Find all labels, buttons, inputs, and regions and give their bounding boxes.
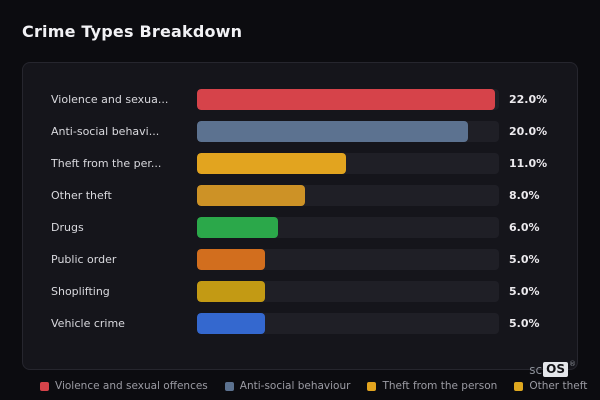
category-label: Violence and sexua... — [51, 93, 169, 106]
category-label: Vehicle crime — [51, 317, 125, 330]
bar-public-order[interactable] — [197, 249, 265, 270]
bar-track — [197, 249, 499, 270]
value-label: 5.0% — [509, 317, 540, 330]
legend-label: Violence and sexual offences — [55, 380, 208, 392]
bar-track — [197, 217, 499, 238]
value-label: 22.0% — [509, 93, 548, 106]
watermark-prefix: sc — [529, 362, 543, 377]
bar-chart: Violence and sexua... 22.0% Anti-social … — [51, 89, 561, 334]
category-label: Public order — [51, 253, 117, 266]
registered-mark: ® — [569, 360, 576, 368]
legend-item-other-theft[interactable]: Other theft — [514, 380, 587, 392]
value-label: 5.0% — [509, 253, 540, 266]
bar-row: Vehicle crime 5.0% — [51, 313, 561, 334]
watermark-os-badge: OS — [543, 362, 568, 377]
bar-row: Theft from the per... 11.0% — [51, 153, 561, 174]
bar-track — [197, 121, 499, 142]
bar-other-theft[interactable] — [197, 185, 306, 206]
legend-item-theft-person[interactable]: Theft from the person — [367, 380, 497, 392]
legend-swatch-icon — [40, 381, 49, 391]
value-label: 8.0% — [509, 189, 540, 202]
bar-track — [197, 313, 499, 334]
bar-drugs[interactable] — [197, 217, 279, 238]
value-label: 5.0% — [509, 285, 540, 298]
bar-row: Drugs 6.0% — [51, 217, 561, 238]
bar-track — [197, 281, 499, 302]
bar-track — [197, 89, 499, 110]
legend-label: Other theft — [529, 380, 588, 392]
bar-track — [197, 185, 499, 206]
bar-shoplifting[interactable] — [197, 281, 265, 302]
category-label: Other theft — [51, 189, 112, 202]
value-label: 11.0% — [509, 157, 548, 170]
legend-item-violence[interactable]: Violence and sexual offences — [40, 380, 208, 392]
category-label: Anti-social behavi... — [51, 125, 160, 138]
category-label: Theft from the per... — [51, 157, 162, 170]
bar-row: Public order 5.0% — [51, 249, 561, 270]
bar-row: Shoplifting 5.0% — [51, 281, 561, 302]
chart-card: Violence and sexua... 22.0% Anti-social … — [22, 62, 578, 370]
legend-swatch-icon — [224, 381, 234, 391]
category-label: Shoplifting — [51, 285, 110, 298]
legend-label: Theft from the person — [382, 380, 498, 392]
page-title: Crime Types Breakdown — [22, 22, 243, 41]
bar-vehicle-crime[interactable] — [197, 313, 265, 334]
legend-item-anti-social[interactable]: Anti-social behaviour — [224, 380, 351, 392]
bar-row: Violence and sexua... 22.0% — [51, 89, 561, 110]
chart-legend: Violence and sexual offences Anti-social… — [40, 378, 590, 394]
bar-row: Other theft 8.0% — [51, 185, 561, 206]
value-label: 20.0% — [509, 125, 548, 138]
legend-label: Anti-social behaviour — [239, 380, 351, 392]
category-label: Drugs — [51, 221, 84, 234]
bar-track — [197, 153, 499, 174]
bar-theft-from-the-person[interactable] — [197, 153, 346, 174]
legend-swatch-icon — [514, 381, 524, 391]
bar-anti-social-behaviour[interactable] — [197, 121, 468, 142]
scos-watermark: sc OS ® — [529, 360, 576, 377]
bar-violence-and-sexual-offences[interactable] — [197, 89, 495, 110]
bar-row: Anti-social behavi... 20.0% — [51, 121, 561, 142]
legend-swatch-icon — [367, 381, 377, 391]
value-label: 6.0% — [509, 221, 540, 234]
